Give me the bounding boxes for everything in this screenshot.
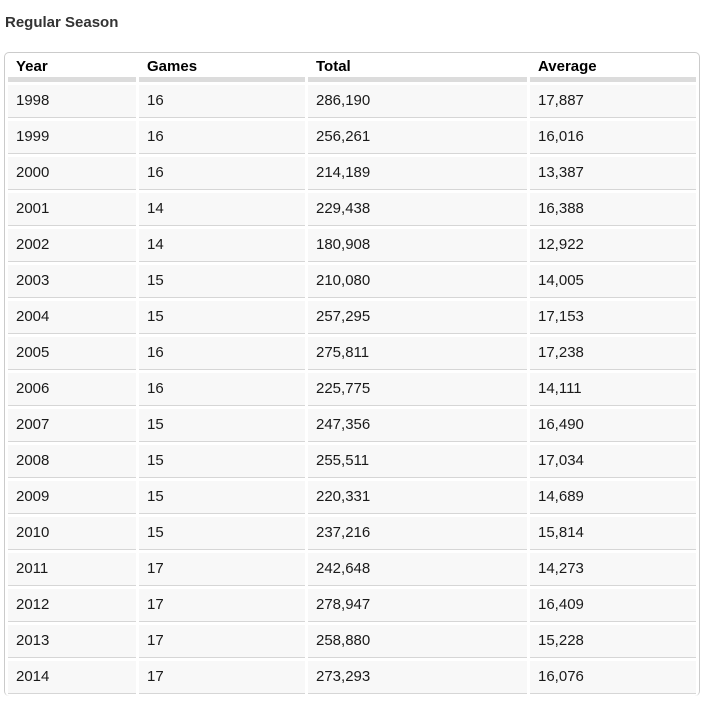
cell-year: 2008: [8, 445, 136, 478]
cell-total: 242,648: [308, 553, 527, 586]
cell-average: 13,387: [530, 157, 696, 190]
cell-average: 16,388: [530, 193, 696, 226]
column-header-year: Year: [8, 56, 136, 82]
table-row: 2014 17 273,293 16,076: [8, 661, 696, 694]
table-row: 2012 17 278,947 16,409: [8, 589, 696, 622]
cell-total: 210,080: [308, 265, 527, 298]
table-row: 2004 15 257,295 17,153: [8, 301, 696, 334]
cell-total: 229,438: [308, 193, 527, 226]
cell-games: 15: [139, 481, 305, 514]
cell-year: 2001: [8, 193, 136, 226]
regular-season-table-container: Year Games Total Average 1998 16 286,190 17,88…: [4, 52, 700, 696]
cell-average: 14,005: [530, 265, 696, 298]
cell-games: 17: [139, 589, 305, 622]
cell-total: 278,947: [308, 589, 527, 622]
cell-year: 1999: [8, 121, 136, 154]
cell-total: 286,190: [308, 85, 527, 118]
cell-games: 16: [139, 121, 305, 154]
table-row: 2003 15 210,080 14,005: [8, 265, 696, 298]
table-row: 2013 17 258,880 15,228: [8, 625, 696, 658]
cell-average: 15,814: [530, 517, 696, 550]
cell-average: 16,076: [530, 661, 696, 694]
table-row: 2005 16 275,811 17,238: [8, 337, 696, 370]
cell-games: 17: [139, 553, 305, 586]
cell-games: 16: [139, 157, 305, 190]
cell-average: 15,228: [530, 625, 696, 658]
cell-average: 12,922: [530, 229, 696, 262]
regular-season-table: Year Games Total Average 1998 16 286,190 17,88…: [5, 53, 699, 696]
table-row: 2011 17 242,648 14,273: [8, 553, 696, 586]
cell-year: 2004: [8, 301, 136, 334]
cell-average: 14,111: [530, 373, 696, 406]
table-row: 1998 16 286,190 17,887: [8, 85, 696, 118]
table-row: 2009 15 220,331 14,689: [8, 481, 696, 514]
cell-average: 17,153: [530, 301, 696, 334]
cell-games: 16: [139, 85, 305, 118]
cell-total: 258,880: [308, 625, 527, 658]
cell-year: 2011: [8, 553, 136, 586]
cell-total: 275,811: [308, 337, 527, 370]
table-row: 1999 16 256,261 16,016: [8, 121, 696, 154]
cell-average: 17,238: [530, 337, 696, 370]
cell-total: 180,908: [308, 229, 527, 262]
table-header-row: Year Games Total Average: [8, 56, 696, 82]
cell-total: 255,511: [308, 445, 527, 478]
cell-year: 2000: [8, 157, 136, 190]
table-row: 2002 14 180,908 12,922: [8, 229, 696, 262]
cell-games: 15: [139, 517, 305, 550]
cell-total: 256,261: [308, 121, 527, 154]
table-row: 2000 16 214,189 13,387: [8, 157, 696, 190]
cell-total: 214,189: [308, 157, 527, 190]
cell-games: 17: [139, 625, 305, 658]
cell-total: 237,216: [308, 517, 527, 550]
cell-year: 2010: [8, 517, 136, 550]
cell-total: 220,331: [308, 481, 527, 514]
cell-games: 17: [139, 661, 305, 694]
cell-average: 17,034: [530, 445, 696, 478]
cell-games: 15: [139, 409, 305, 442]
cell-year: 1998: [8, 85, 136, 118]
cell-year: 2014: [8, 661, 136, 694]
column-header-average: Average: [530, 56, 696, 82]
cell-average: 14,273: [530, 553, 696, 586]
cell-average: 17,887: [530, 85, 696, 118]
cell-average: 16,409: [530, 589, 696, 622]
cell-games: 14: [139, 229, 305, 262]
page-title: Regular Season: [5, 14, 119, 31]
cell-games: 16: [139, 337, 305, 370]
table-row: 2001 14 229,438 16,388: [8, 193, 696, 226]
cell-games: 14: [139, 193, 305, 226]
cell-year: 2007: [8, 409, 136, 442]
cell-average: 14,689: [530, 481, 696, 514]
column-header-total: Total: [308, 56, 527, 82]
cell-games: 16: [139, 373, 305, 406]
cell-total: 257,295: [308, 301, 527, 334]
column-header-games: Games: [139, 56, 305, 82]
cell-total: 273,293: [308, 661, 527, 694]
cell-average: 16,016: [530, 121, 696, 154]
cell-year: 2013: [8, 625, 136, 658]
table-row: 2007 15 247,356 16,490: [8, 409, 696, 442]
table-row: 2006 16 225,775 14,111: [8, 373, 696, 406]
cell-year: 2006: [8, 373, 136, 406]
cell-games: 15: [139, 301, 305, 334]
cell-average: 16,490: [530, 409, 696, 442]
table-row: 2010 15 237,216 15,814: [8, 517, 696, 550]
cell-year: 2003: [8, 265, 136, 298]
cell-total: 247,356: [308, 409, 527, 442]
table-body: 1998 16 286,190 17,887 1999 16 256,261 16,016 20…: [8, 85, 696, 694]
cell-games: 15: [139, 265, 305, 298]
cell-year: 2002: [8, 229, 136, 262]
cell-year: 2005: [8, 337, 136, 370]
cell-total: 225,775: [308, 373, 527, 406]
cell-year: 2009: [8, 481, 136, 514]
cell-games: 15: [139, 445, 305, 478]
cell-year: 2012: [8, 589, 136, 622]
table-row: 2008 15 255,511 17,034: [8, 445, 696, 478]
